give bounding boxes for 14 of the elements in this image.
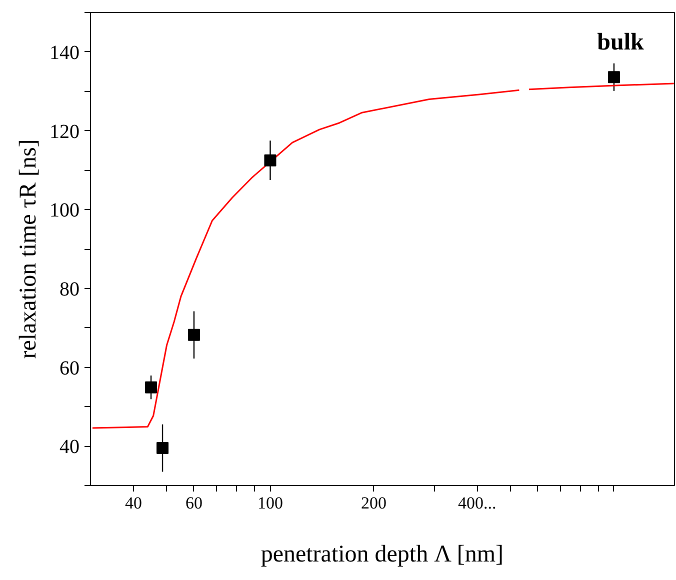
- x-tick-label: 40: [124, 494, 142, 512]
- y-axis-title: relaxation time τR [ns]: [16, 139, 42, 359]
- y-tick-label: 80: [60, 278, 80, 300]
- y-tick-label: 40: [60, 436, 80, 458]
- y-tick-label: 60: [60, 357, 80, 380]
- x-tick-label: 60: [185, 494, 202, 512]
- y-tick-label: 120: [50, 120, 80, 143]
- x-tick-label: 200: [360, 494, 386, 512]
- x-axis-title: penetration depth Λ [nm]: [260, 542, 504, 568]
- x-tick-label: 400...: [458, 494, 496, 512]
- y-tick-label: 140: [50, 42, 80, 64]
- y-tick-label: 100: [50, 200, 80, 222]
- annotation: bulk: [597, 30, 645, 56]
- x-tick-label: 100: [257, 494, 283, 512]
